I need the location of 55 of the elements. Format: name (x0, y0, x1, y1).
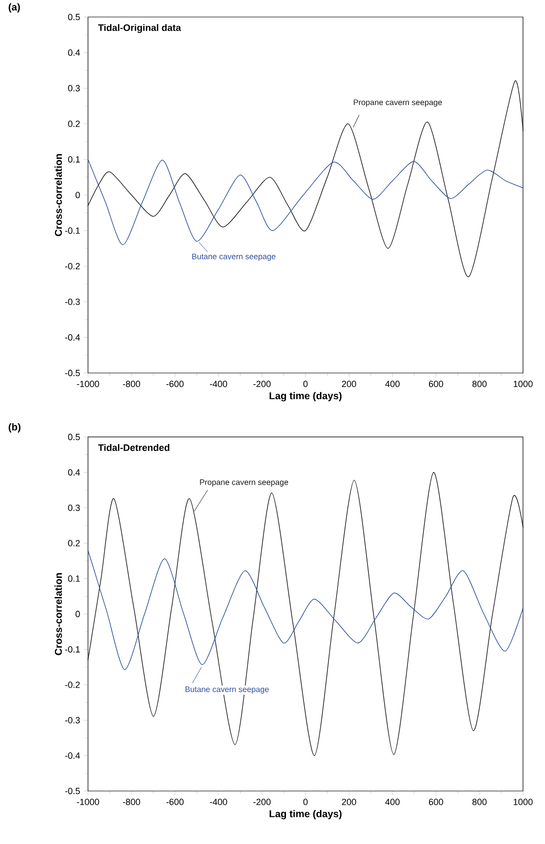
y-tick-label: 0.2 (68, 540, 80, 546)
x-tick-label: -400 (210, 798, 228, 806)
x-tick-label: 0 (303, 380, 308, 388)
x-tick-label: 400 (385, 798, 400, 806)
x-tick-label: -400 (210, 380, 228, 388)
y-tick-label: 0.5 (68, 14, 80, 20)
x-tick-label: -800 (122, 380, 140, 388)
y-tick-label: -0.1 (65, 227, 80, 234)
x-tick-label: -1000 (76, 380, 100, 388)
text: Tidal-Original data (98, 24, 182, 33)
text: Tidal-Detrended (98, 444, 170, 451)
x-tick-label: -200 (253, 380, 271, 388)
y-tick-label: 0.3 (68, 504, 80, 511)
x-tick-label: 800 (472, 380, 487, 388)
x-axis-title: Lag time (days) (270, 810, 342, 820)
y-tick-label: -0.5 (65, 370, 80, 376)
y-axis-title: Cross-correlation (54, 154, 62, 236)
chart-title: (a) (8, 3, 20, 12)
y-tick-label: 0.1 (68, 575, 80, 582)
chart-title: (b) (8, 423, 20, 432)
x-tick-label: -200 (253, 798, 271, 806)
x-tick-label: 0 (303, 798, 308, 806)
y-tick-label: -0.2 (65, 263, 80, 270)
y-tick-label: 0.4 (68, 469, 80, 476)
line-series (88, 472, 524, 756)
line-series (88, 80, 524, 278)
x-axis-title: Lag time (days) (270, 392, 342, 402)
x-tick-label: 800 (472, 798, 487, 806)
y-axis-title: Cross-correlation (54, 573, 62, 656)
x-tick-label: 200 (342, 380, 356, 388)
x-tick-label: -1000 (76, 798, 100, 806)
y-tick-label: 0.3 (68, 85, 80, 92)
y-tick-label: 0.2 (68, 120, 80, 127)
x-tick-label: 1000 (514, 798, 533, 806)
y-tick-label: -0.3 (65, 298, 80, 305)
x-tick-label: 200 (342, 798, 356, 806)
y-tick-label: -0.2 (65, 682, 80, 688)
y-tick-label: 0.1 (68, 156, 80, 163)
x-tick-label: -600 (166, 380, 184, 388)
y-tick-label: -0.3 (65, 717, 80, 724)
x-tick-label: -600 (166, 798, 184, 806)
y-tick-label: -0.4 (65, 752, 80, 759)
line-series (88, 550, 524, 670)
x-tick-label: 1000 (514, 380, 533, 388)
y-tick-label: 0.4 (68, 49, 80, 56)
x-tick-label: 400 (385, 380, 400, 388)
y-tick-label: -0.4 (65, 334, 80, 341)
x-tick-label: -800 (122, 798, 140, 806)
y-tick-label: 0.5 (68, 434, 80, 440)
y-tick-label: 0 (76, 610, 80, 618)
x-tick-label: 600 (428, 798, 444, 806)
x-tick-label: 600 (428, 380, 444, 388)
y-tick-label: 0 (76, 192, 80, 198)
y-tick-label: -0.5 (65, 788, 80, 794)
y-tick-label: -0.1 (65, 646, 80, 653)
